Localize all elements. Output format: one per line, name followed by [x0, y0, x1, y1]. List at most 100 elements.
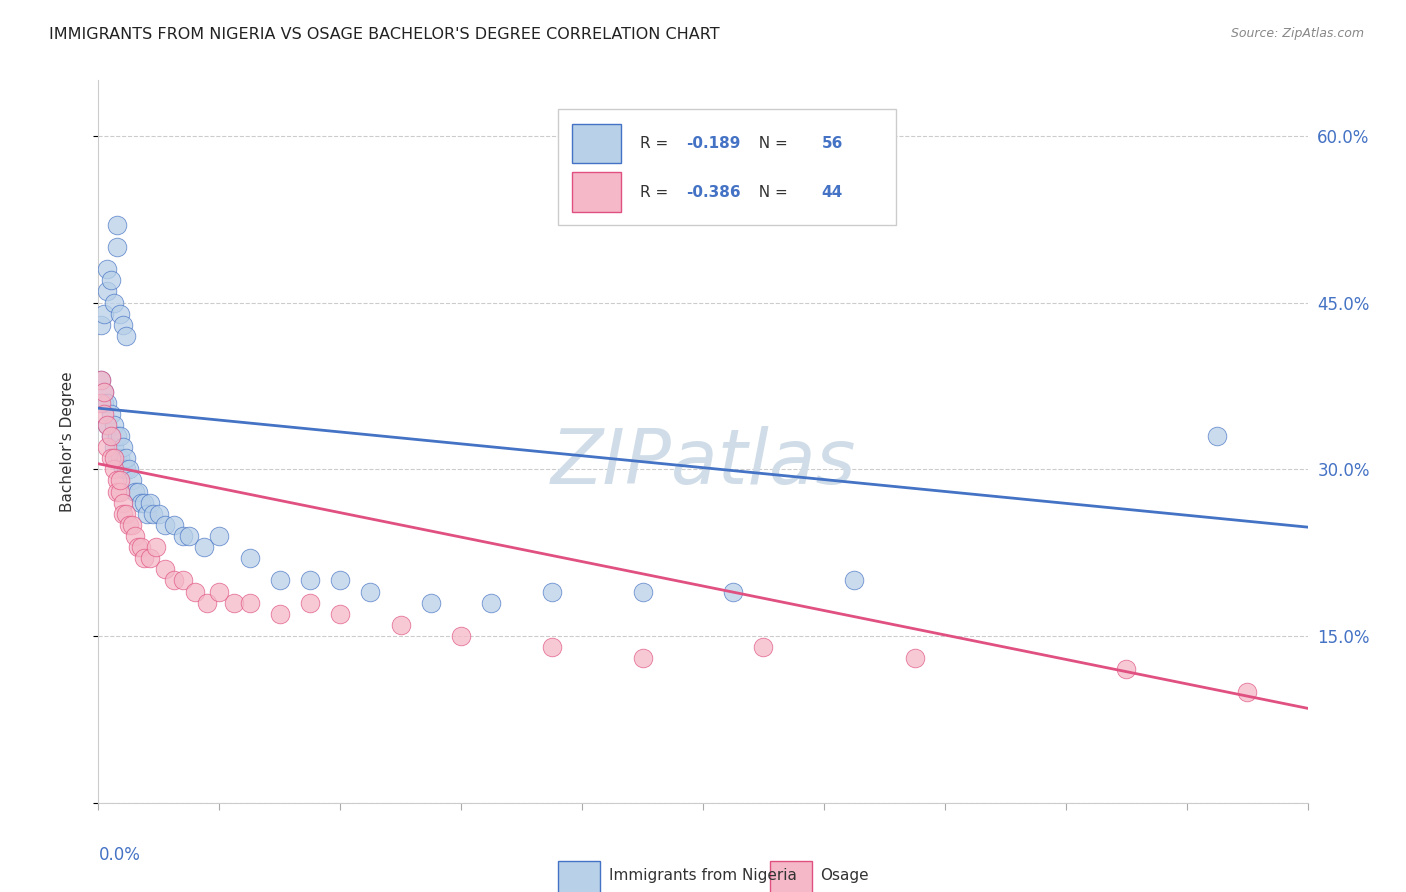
- Point: [100, 451, 122, 466]
- Point: [103, 417, 125, 432]
- Point: [360, 584, 382, 599]
- Point: [111, 462, 134, 476]
- Point: [163, 574, 186, 588]
- Point: [111, 507, 134, 521]
- Point: [105, 218, 128, 232]
- Point: [329, 607, 352, 621]
- Point: [114, 329, 136, 343]
- Point: [96, 285, 118, 299]
- Point: [100, 429, 122, 443]
- Point: [121, 517, 143, 532]
- Point: [100, 407, 122, 421]
- Text: Osage: Osage: [820, 868, 869, 882]
- Bar: [558, 861, 600, 892]
- Text: 0.0%: 0.0%: [98, 847, 141, 864]
- Point: [100, 273, 122, 287]
- Point: [96, 417, 118, 432]
- Point: [96, 417, 118, 432]
- Point: [93, 407, 115, 421]
- Text: R =: R =: [640, 185, 673, 200]
- Point: [193, 540, 215, 554]
- Point: [105, 484, 128, 499]
- Point: [172, 529, 194, 543]
- Point: [145, 540, 167, 554]
- Point: [329, 574, 352, 588]
- Text: Immigrants from Nigeria: Immigrants from Nigeria: [609, 868, 797, 882]
- Point: [129, 540, 152, 554]
- Text: 56: 56: [821, 136, 842, 151]
- Point: [129, 496, 152, 510]
- Point: [239, 551, 262, 566]
- Point: [299, 574, 322, 588]
- Text: 44: 44: [821, 185, 842, 200]
- Point: [540, 640, 562, 655]
- Point: [172, 574, 194, 588]
- Point: [420, 596, 443, 610]
- Point: [118, 462, 141, 476]
- Point: [142, 507, 165, 521]
- Point: [103, 295, 125, 310]
- Point: [481, 596, 503, 610]
- Point: [93, 395, 115, 409]
- Point: [93, 384, 115, 399]
- Point: [184, 584, 207, 599]
- Point: [127, 484, 149, 499]
- Point: [450, 629, 472, 643]
- Point: [124, 484, 146, 499]
- Point: [844, 574, 866, 588]
- Point: [93, 384, 115, 399]
- Point: [132, 496, 155, 510]
- Point: [540, 584, 562, 599]
- Point: [1206, 429, 1229, 443]
- FancyBboxPatch shape: [558, 109, 897, 225]
- Point: [103, 440, 125, 454]
- Point: [105, 474, 128, 488]
- Point: [118, 517, 141, 532]
- Y-axis label: Bachelor's Degree: Bachelor's Degree: [60, 371, 75, 512]
- Point: [299, 596, 322, 610]
- Point: [148, 507, 170, 521]
- Text: N =: N =: [749, 136, 793, 151]
- Point: [103, 451, 125, 466]
- Point: [153, 562, 176, 576]
- Point: [90, 318, 112, 332]
- Point: [90, 373, 112, 387]
- Point: [111, 440, 134, 454]
- Point: [135, 507, 157, 521]
- Text: IMMIGRANTS FROM NIGERIA VS OSAGE BACHELOR'S DEGREE CORRELATION CHART: IMMIGRANTS FROM NIGERIA VS OSAGE BACHELO…: [49, 27, 720, 42]
- Point: [153, 517, 176, 532]
- Point: [752, 640, 775, 655]
- Point: [139, 496, 162, 510]
- Text: -0.189: -0.189: [686, 136, 741, 151]
- Point: [723, 584, 745, 599]
- Point: [100, 429, 122, 443]
- Point: [114, 462, 136, 476]
- Point: [105, 240, 128, 254]
- Point: [124, 529, 146, 543]
- Point: [132, 551, 155, 566]
- Point: [208, 529, 231, 543]
- Point: [224, 596, 246, 610]
- Point: [631, 584, 654, 599]
- Point: [108, 474, 131, 488]
- Point: [108, 451, 131, 466]
- Point: [90, 373, 112, 387]
- Point: [111, 496, 134, 510]
- Point: [127, 540, 149, 554]
- Point: [108, 429, 131, 443]
- Point: [96, 395, 118, 409]
- Bar: [572, 124, 621, 163]
- Text: -0.386: -0.386: [686, 185, 741, 200]
- Point: [108, 484, 131, 499]
- Point: [163, 517, 186, 532]
- Point: [269, 607, 291, 621]
- Point: [179, 529, 201, 543]
- Point: [108, 307, 131, 321]
- Text: Source: ZipAtlas.com: Source: ZipAtlas.com: [1230, 27, 1364, 40]
- Point: [96, 262, 118, 277]
- Point: [121, 474, 143, 488]
- Point: [114, 507, 136, 521]
- Text: ZIPatlas: ZIPatlas: [550, 426, 856, 500]
- Point: [389, 618, 412, 632]
- Point: [904, 651, 927, 665]
